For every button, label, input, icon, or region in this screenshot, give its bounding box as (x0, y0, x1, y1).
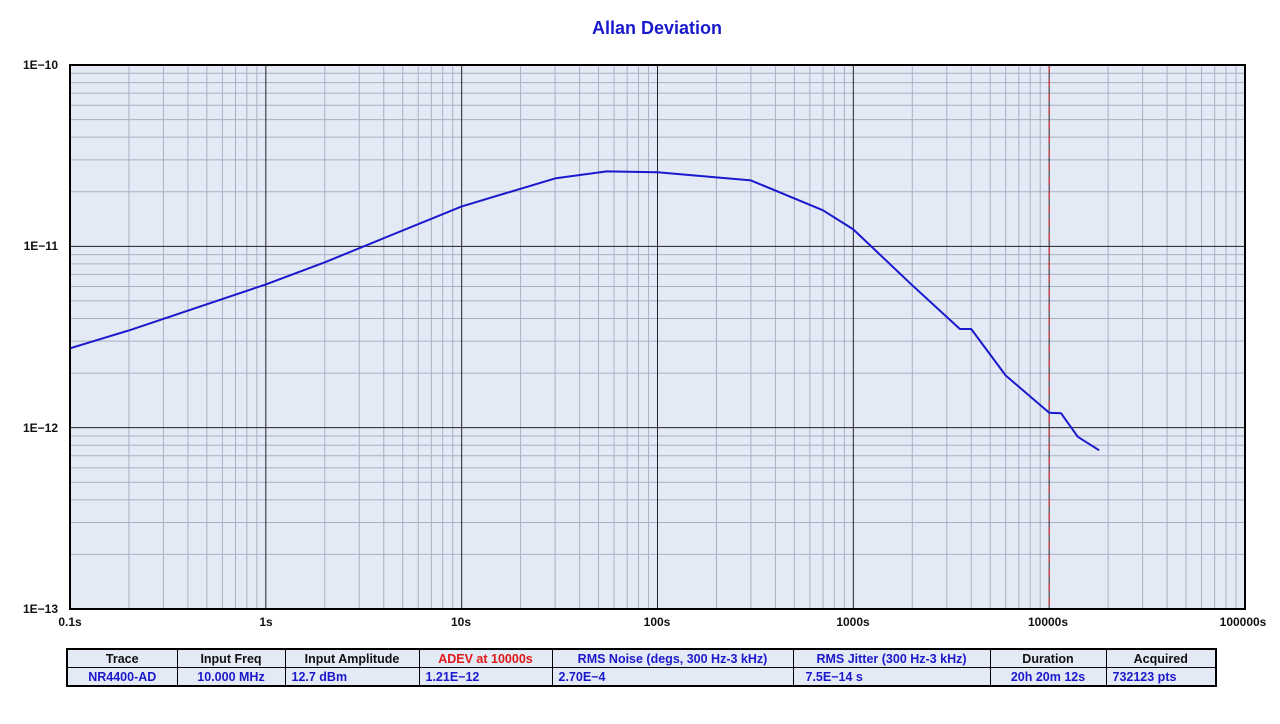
x-tick-label: 0.1s (58, 615, 82, 629)
plot-frame (69, 64, 1246, 610)
header-input-freq: Input Freq (176, 648, 286, 668)
x-tick-label: 100s (643, 615, 671, 629)
header-rms-jitter: RMS Jitter (300 Hz-3 kHz) (792, 648, 991, 668)
value-rms-jitter: 7.5E−14 s (792, 667, 991, 687)
major-grid (70, 65, 1245, 609)
value-duration: 20h 20m 12s (989, 667, 1107, 687)
header-acquired: Acquired (1105, 648, 1217, 668)
value-trace: NR4400-AD (66, 667, 178, 687)
x-tick-label: 10000s (1027, 615, 1069, 629)
header-adev: ADEV at 10000s (418, 648, 553, 668)
value-acquired: 732123 pts (1105, 667, 1217, 687)
table-header-row: Trace Input Freq Input Amplitude ADEV at… (66, 648, 1217, 668)
table-row: NR4400-AD 10.000 MHz 12.7 dBm 1.21E−12 2… (66, 667, 1217, 687)
x-tick-label: 1s (259, 615, 273, 629)
value-input-freq: 10.000 MHz (176, 667, 286, 687)
value-rms-noise: 2.70E−4 (551, 667, 794, 687)
header-rms-noise: RMS Noise (degs, 300 Hz-3 kHz) (551, 648, 794, 668)
chart-title: Allan Deviation (591, 18, 723, 38)
value-input-amplitude: 12.7 dBm (284, 667, 420, 687)
x-tick-label: 100000s (1219, 615, 1267, 629)
y-tick-label: 1E−12 (22, 421, 58, 435)
header-input-amplitude: Input Amplitude (284, 648, 420, 668)
adev-trace (69, 170, 1100, 452)
y-tick-label: 1E−11 (23, 239, 58, 253)
x-tick-label: 10s (450, 615, 472, 629)
header-trace: Trace (66, 648, 178, 668)
y-tick-label: 1E−10 (22, 58, 58, 72)
measurement-summary-table: Trace Input Freq Input Amplitude ADEV at… (66, 648, 1217, 687)
x-tick-label: 1000s (836, 615, 870, 629)
y-tick-label: 1E−13 (22, 602, 58, 616)
header-duration: Duration (989, 648, 1107, 668)
value-adev: 1.21E−12 (418, 667, 553, 687)
